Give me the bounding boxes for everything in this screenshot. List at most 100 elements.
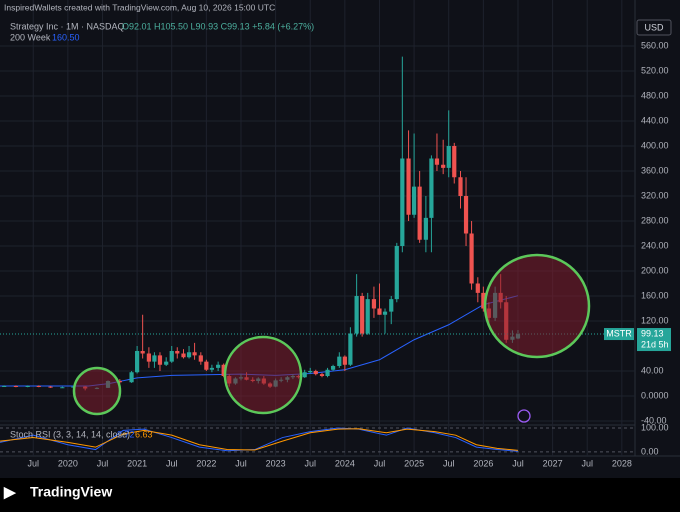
x-tick-label: Jul (97, 458, 109, 468)
candle-body (308, 371, 313, 373)
candle-body (463, 196, 469, 234)
candle-body (186, 352, 192, 358)
labels: Jul 2020 Jul 2021 Jul 2022 Jul 2023 Jul 2024 Jul 20… (27, 40, 671, 468)
candle-body (319, 374, 325, 376)
candle-body (164, 361, 169, 365)
candle-body (330, 366, 336, 370)
candle-body (36, 386, 41, 387)
indicator-name: Stoch RSI (3, 3, 14, 14, close) (10, 429, 130, 439)
footer-logo-text: TradingView (30, 484, 112, 500)
candle-body (181, 353, 186, 358)
candle-body (429, 158, 434, 218)
candle-body (406, 158, 411, 215)
candle-body (152, 355, 157, 362)
candle-body (354, 296, 359, 334)
highlight-circle (72, 366, 122, 416)
candle-body (313, 371, 318, 375)
candle-body (221, 364, 226, 376)
y-tick-label: 160.00 (641, 290, 669, 300)
x-tick-label: 2027 (543, 458, 563, 468)
indicator-line (0, 428, 519, 451)
candle-body (412, 186, 417, 215)
x-tick-label: Jul (581, 458, 593, 468)
x-tick-label: Jul (374, 458, 386, 468)
candle-body (117, 381, 122, 383)
x-tick-label: 2024 (335, 458, 355, 468)
chart-title: Strategy Inc · 1M · NASDAQ (10, 21, 125, 31)
y-tick-label: 440.00 (641, 115, 669, 125)
candle-body (423, 217, 428, 240)
candle-body (458, 177, 463, 196)
plot (0, 56, 635, 452)
y-tick-label: 400.00 (641, 140, 669, 150)
candle-body (389, 299, 394, 312)
indicator-value: 2.72 (117, 429, 135, 439)
ohlc-readout: O92.01 H105.50 L90.93 C99.13 +5.84 (+6.2… (122, 21, 314, 31)
highlight-circle (483, 253, 591, 359)
candle-body (417, 186, 422, 240)
candle-body (434, 158, 440, 165)
y-tick-label: 360.00 (641, 165, 669, 175)
y-tick-label: 560.00 (641, 40, 669, 50)
candle-body (13, 386, 19, 387)
candle-body (469, 233, 474, 284)
candle-body (371, 299, 377, 309)
x-tick-label: Jul (304, 458, 316, 468)
x-tick-label: Jul (166, 458, 178, 468)
candle-body (2, 386, 7, 387)
candle-body (198, 355, 203, 362)
y-tick-label: 200.00 (641, 265, 669, 275)
candle-body (475, 283, 480, 293)
candle-body (382, 311, 388, 315)
candle-body (400, 158, 405, 246)
currency: USD (644, 22, 664, 32)
ma-name: 200 Week (10, 32, 51, 42)
candle-body (129, 372, 134, 383)
x-tick-label: 2028 (612, 458, 632, 468)
candle-body (169, 351, 174, 362)
candle-body (209, 367, 214, 370)
attribution: InspiredWallets created with TradingView… (4, 2, 275, 12)
x-tick-label: Jul (27, 458, 39, 468)
price-label-countdown: 21d 5h (641, 339, 669, 349)
candle-body (192, 352, 197, 356)
candle-body (365, 299, 370, 334)
y-tick-label: 120.00 (641, 315, 669, 325)
price-label-value: 99.13 (641, 328, 664, 338)
candle-body (325, 369, 330, 376)
candle-body (25, 386, 30, 387)
price-label-box (637, 328, 671, 352)
y-tick-label: 40.00 (641, 365, 664, 375)
indicator-value: 6.63 (135, 429, 153, 439)
x-tick-label: 2026 (473, 458, 493, 468)
price-label-symbol-box (604, 328, 634, 341)
candle-body (135, 351, 140, 373)
price-label-symbol: MSTR (606, 328, 632, 338)
y-tick-label: 280.00 (641, 215, 669, 225)
x-tick-label: Jul (512, 458, 524, 468)
y-tick-label: 240.00 (641, 240, 669, 250)
footer-logo: ▶ (3, 484, 17, 501)
candle-body (394, 246, 399, 300)
x-tick-label: 2021 (127, 458, 147, 468)
candle-body (140, 351, 145, 354)
event-icon[interactable] (517, 409, 531, 423)
candle-body (348, 333, 353, 365)
x-tick-label: 2023 (266, 458, 286, 468)
highlight-circle (223, 335, 303, 415)
y-tick-label: 320.00 (641, 190, 669, 200)
currency-button[interactable] (636, 19, 672, 36)
y-tick-label: 0.0000 (641, 390, 669, 400)
y-tick-label: -40.00 (641, 415, 667, 425)
indicator-tick-label: 100.00 (641, 422, 669, 432)
indicator-tick-label: 0.00 (641, 446, 659, 456)
candle-body (48, 386, 53, 388)
candle-body (157, 355, 163, 365)
candle-body (204, 361, 209, 370)
candle-body (342, 356, 347, 365)
candle-body (337, 356, 342, 366)
x-tick-label: 2025 (404, 458, 424, 468)
y-tick-label: 520.00 (641, 65, 669, 75)
